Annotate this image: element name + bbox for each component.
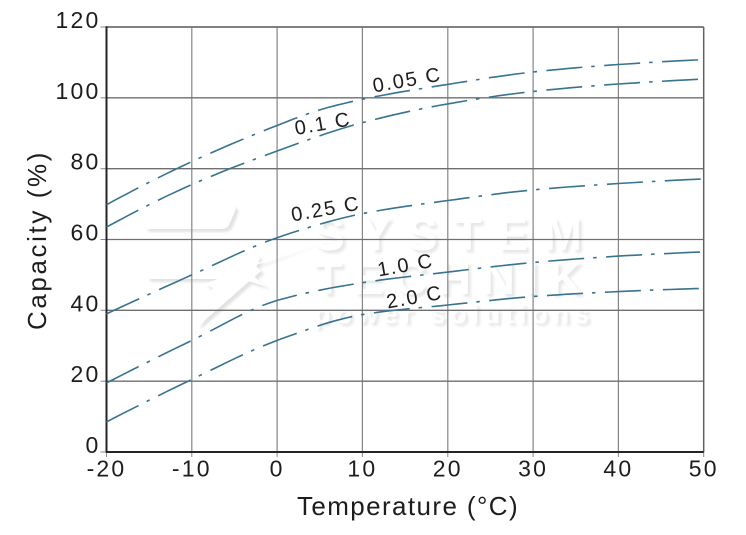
svg-text:10: 10	[347, 456, 377, 482]
svg-text:0: 0	[270, 456, 285, 482]
svg-text:40: 40	[603, 456, 633, 482]
svg-text:20: 20	[71, 361, 101, 387]
svg-text:-20: -20	[87, 456, 127, 482]
svg-text:100: 100	[56, 78, 101, 104]
svg-text:TECHNIK: TECHNIK	[317, 255, 585, 307]
svg-text:20: 20	[433, 456, 463, 482]
svg-text:120: 120	[56, 7, 101, 33]
svg-text:30: 30	[518, 456, 548, 482]
svg-text:50: 50	[689, 456, 719, 482]
svg-text:-10: -10	[172, 456, 212, 482]
svg-text:0: 0	[86, 432, 101, 458]
svg-text:Temperature (°C): Temperature (°C)	[297, 491, 519, 521]
svg-text:Capacity (%): Capacity (%)	[22, 150, 52, 330]
svg-text:60: 60	[71, 220, 101, 246]
svg-text:80: 80	[71, 149, 101, 175]
svg-text:40: 40	[71, 290, 101, 316]
